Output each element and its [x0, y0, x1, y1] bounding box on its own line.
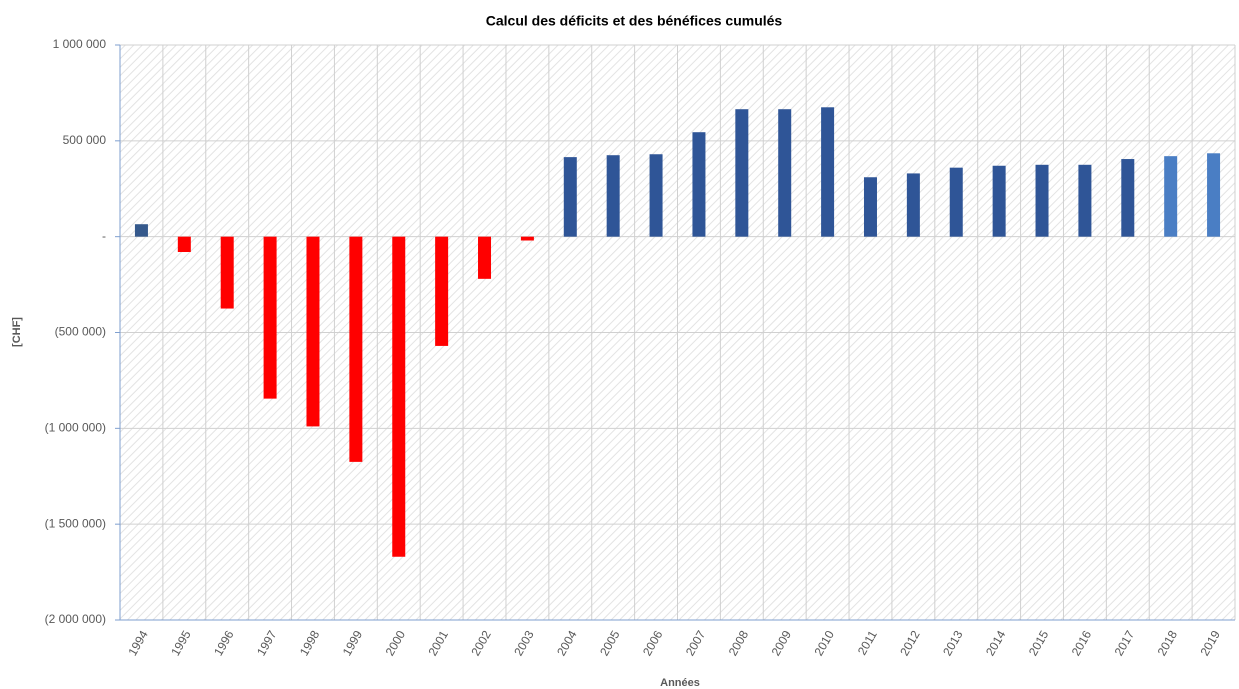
bar	[392, 236, 406, 557]
chart-title: Calcul des déficits et des bénéfices cum…	[486, 13, 783, 29]
bar	[863, 177, 877, 237]
x-axis-label: Années	[660, 677, 700, 689]
x-tick-label: 1994	[125, 628, 151, 658]
bar	[478, 236, 492, 279]
x-tick-label: 2012	[897, 628, 923, 658]
x-tick-label: 2017	[1112, 628, 1138, 658]
bar	[992, 165, 1006, 237]
bar	[778, 109, 792, 237]
x-tick-label: 2016	[1069, 628, 1095, 658]
x-tick-label: 2003	[511, 628, 537, 658]
y-tick-label: (2 000 000)	[45, 612, 106, 626]
bar	[949, 167, 963, 237]
x-tick-label: 2014	[983, 628, 1009, 658]
x-tick-label: 1999	[340, 628, 366, 658]
x-tick-label: 2015	[1026, 628, 1052, 658]
y-tick-label: (500 000)	[55, 325, 106, 339]
bar	[349, 236, 363, 462]
bar	[435, 236, 449, 346]
bar	[563, 157, 577, 237]
x-tick-label: 2006	[640, 628, 666, 658]
bar	[821, 107, 835, 237]
y-tick-label: -	[102, 229, 106, 243]
x-tick-label: 2007	[683, 628, 709, 658]
y-tick-label: 500 000	[63, 133, 107, 147]
x-tick-label: 2011	[855, 628, 880, 658]
y-tick-label: 1 000 000	[53, 37, 107, 51]
x-tick-label: 2010	[811, 628, 837, 658]
bar	[220, 236, 234, 309]
x-tick-label: 1997	[254, 628, 280, 658]
x-tick-label: 2005	[597, 628, 623, 658]
y-axis-label: [CHF]	[11, 317, 23, 347]
bar	[306, 236, 320, 427]
y-tick-label: (1 500 000)	[45, 516, 106, 530]
bar	[263, 236, 277, 399]
bar	[906, 173, 920, 237]
bar	[1164, 156, 1178, 237]
bar	[1207, 153, 1221, 237]
bar	[735, 109, 749, 237]
bar	[1078, 164, 1092, 237]
bar	[134, 224, 148, 237]
x-tick-label: 2000	[383, 628, 409, 658]
x-tick-label: 2002	[468, 628, 494, 658]
y-tick-label: (1 000 000)	[45, 421, 106, 435]
x-tick-label: 2009	[769, 628, 795, 658]
x-tick-label: 2004	[554, 628, 580, 658]
bar	[177, 236, 191, 252]
x-tick-label: 1996	[211, 628, 237, 658]
bar	[692, 132, 706, 237]
x-tick-label: 1995	[168, 628, 194, 658]
x-tick-label: 1998	[297, 628, 323, 658]
bar	[649, 154, 663, 237]
x-tick-label: 2008	[726, 628, 752, 658]
x-tick-label: 2018	[1155, 628, 1181, 658]
bar	[520, 236, 534, 241]
x-tick-label: 2019	[1197, 628, 1223, 658]
x-tick-label: 2013	[940, 628, 966, 658]
bar	[1121, 159, 1135, 237]
x-tick-label: 2001	[426, 628, 452, 658]
bar	[1035, 164, 1049, 237]
bar	[606, 155, 620, 237]
